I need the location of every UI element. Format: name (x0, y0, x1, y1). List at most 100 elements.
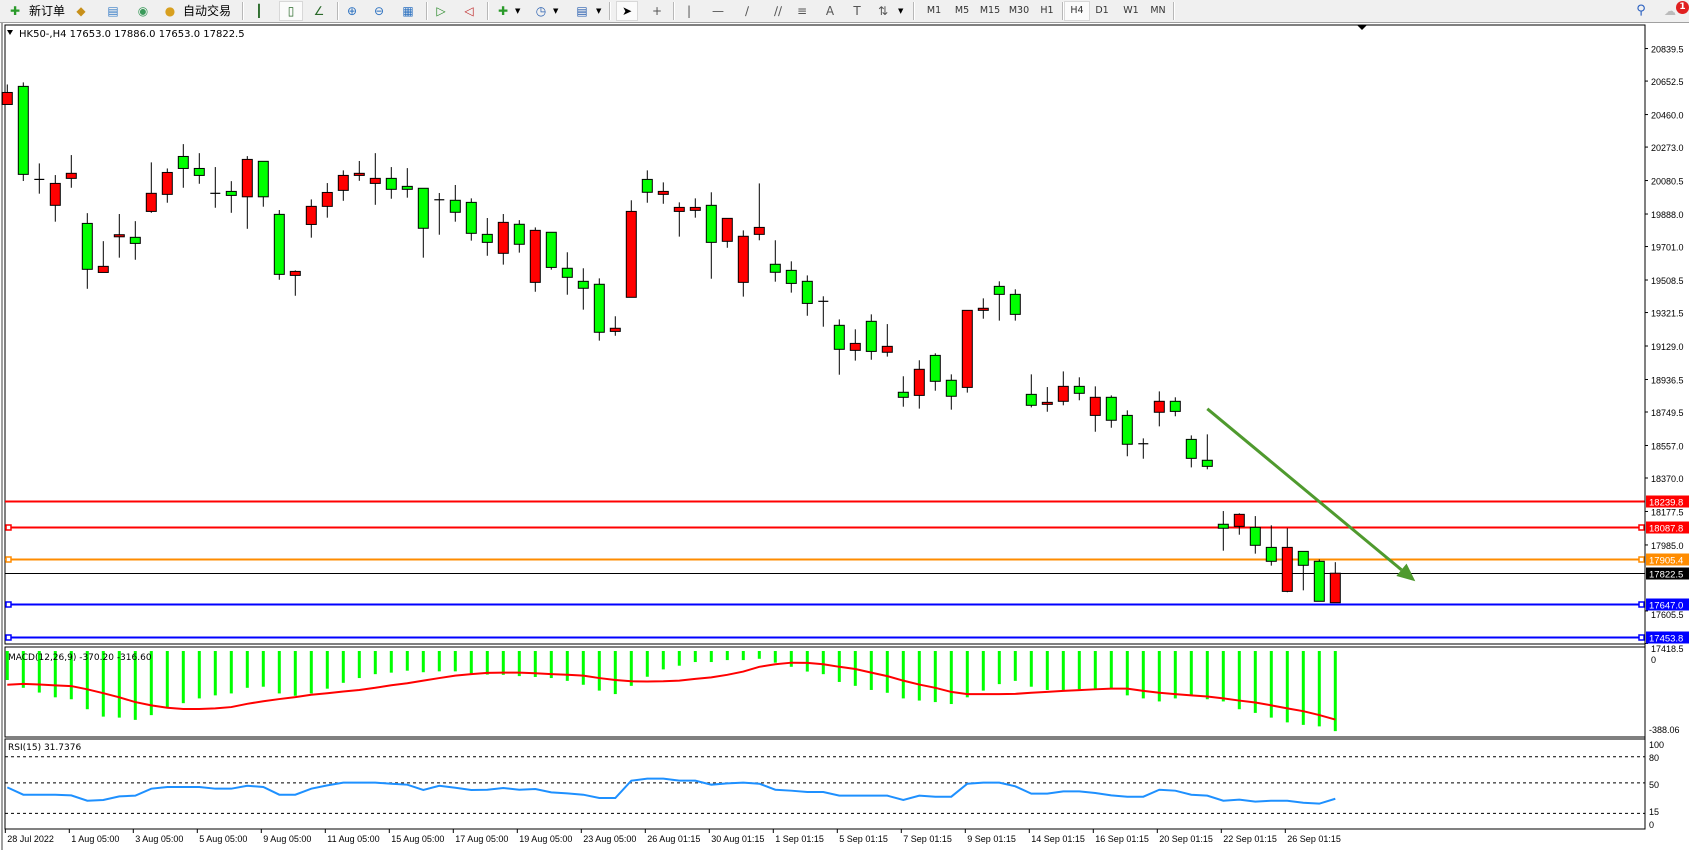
period-m30[interactable]: M30 (1008, 5, 1030, 16)
period-w1[interactable]: W1 (1123, 5, 1139, 16)
chat-icon[interactable]: ☁ (1664, 4, 1676, 18)
cursor-icon[interactable]: ➤ (616, 1, 638, 21)
candle-body (977, 307, 989, 311)
period-m15[interactable]: M15 (979, 5, 1001, 16)
period-h1[interactable]: H1 (1040, 5, 1054, 16)
notification-badge[interactable]: 1 (1676, 1, 1689, 14)
arrows-icon[interactable]: ⇅ (877, 4, 889, 18)
equidistant-channel-icon[interactable]: ∕∕ (773, 4, 783, 18)
time-label: 17 Aug 05:00 (455, 834, 508, 844)
price-label: 19129.0 (1651, 342, 1684, 352)
arrows-dropdown-icon[interactable]: ▼ (898, 7, 904, 15)
candle-body (449, 199, 461, 213)
zoom-out-icon[interactable]: ⊖ (373, 4, 385, 18)
chart-shift-icon[interactable]: ◁ (464, 4, 474, 18)
candle-body (577, 280, 589, 289)
line-handle[interactable] (5, 601, 12, 608)
time-label: 19 Aug 05:00 (519, 834, 572, 844)
period-d1[interactable]: D1 (1095, 5, 1109, 16)
new-chart-dropdown-icon[interactable]: ▼ (515, 7, 521, 15)
period-m1[interactable]: M1 (926, 5, 942, 16)
candle-body (1073, 385, 1085, 394)
price-tag-bg (1646, 567, 1689, 580)
candlestick-icon[interactable]: ▯ (279, 1, 303, 21)
candle-body (593, 283, 605, 333)
zoom-in-icon[interactable]: ⊕ (346, 4, 358, 18)
vertical-line-icon[interactable]: | (686, 4, 692, 18)
line-handle[interactable] (5, 524, 12, 531)
candle-body (1089, 396, 1101, 416)
bar-chart-icon[interactable]: ┃ (255, 4, 263, 18)
candle-body (1329, 572, 1341, 604)
candle-body (241, 158, 253, 198)
period-mn[interactable]: MN (1150, 5, 1166, 16)
auto-trading-button[interactable]: 自动交易 (182, 4, 231, 18)
line-chart-icon[interactable]: ∠ (313, 4, 325, 18)
candle-body (1121, 414, 1133, 445)
candle-body (1105, 396, 1117, 421)
candle-body (353, 172, 365, 176)
candle-body (1233, 513, 1245, 527)
candle-body (897, 391, 909, 398)
price-tag: 17822.5 (1649, 570, 1683, 581)
time-label: 7 Sep 01:15 (903, 834, 952, 844)
new-chart-icon[interactable]: ✚ (497, 4, 509, 18)
candle-body (721, 217, 733, 242)
horizontal-line-icon[interactable]: — (712, 4, 724, 18)
header-collapse-icon[interactable] (7, 30, 13, 35)
search-icon[interactable]: ⚲ (1636, 3, 1646, 18)
auto-scroll-icon[interactable]: ▷ (436, 4, 446, 18)
text-icon[interactable]: A (825, 4, 835, 18)
templates-dropdown-icon[interactable]: ▼ (596, 7, 602, 15)
chart-shift-marker[interactable] (1357, 25, 1367, 30)
new-order-icon[interactable]: ✚ (9, 4, 21, 18)
time-label: 9 Aug 05:00 (263, 834, 311, 844)
auto-trading-icon[interactable]: ● (164, 4, 176, 18)
price-label: 18557.0 (1651, 441, 1684, 451)
rsi-axis-label: 100 (1649, 740, 1664, 750)
trend-arrow-line[interactable] (1206, 407, 1403, 571)
text-label-icon[interactable]: T (853, 4, 861, 18)
market-watch-icon[interactable]: ▤ (107, 4, 119, 18)
crosshair-icon[interactable]: + (651, 4, 663, 18)
price-tag-bg (1646, 553, 1689, 566)
period-m5[interactable]: M5 (954, 5, 970, 16)
time-label: 1 Aug 05:00 (71, 834, 119, 844)
line-handle[interactable] (1638, 556, 1645, 563)
templates-icon[interactable]: ▤ (576, 4, 588, 18)
price-label: 19321.5 (1651, 309, 1684, 319)
candle-body (81, 222, 93, 270)
time-label: 22 Sep 01:15 (1223, 834, 1277, 844)
candle-body (833, 324, 845, 350)
line-handle[interactable] (1638, 634, 1645, 641)
candle-body (545, 231, 557, 268)
tile-windows-icon[interactable]: ▦ (402, 4, 414, 18)
line-handle[interactable] (5, 556, 12, 563)
trend-arrow-head[interactable] (1396, 563, 1416, 582)
time-label: 20 Sep 01:15 (1159, 834, 1213, 844)
price-tag-bg (1646, 495, 1689, 508)
time-label: 11 Aug 05:00 (327, 834, 379, 844)
price-tag: 17905.4 (1649, 556, 1683, 567)
line-handle[interactable] (1638, 601, 1645, 608)
price-tag: 17453.8 (1649, 634, 1683, 645)
signals-icon[interactable]: ◉ (137, 4, 149, 18)
fibonacci-icon[interactable]: ≡ (796, 4, 808, 18)
line-handle[interactable] (1638, 524, 1645, 531)
candle-body (321, 191, 333, 207)
line-handle[interactable] (5, 634, 12, 641)
periods-icon[interactable]: ◷ (535, 4, 547, 18)
trendline-icon[interactable]: ∕ (744, 4, 750, 18)
candle-body (49, 182, 61, 206)
candle-body (369, 177, 381, 184)
candle-body (753, 226, 765, 235)
rsi-axis-label: 0 (1649, 820, 1654, 830)
candle-body (1, 91, 13, 105)
new-order-button[interactable]: 新订单 (28, 4, 65, 18)
price-label: 19701.0 (1651, 243, 1684, 253)
history-center-icon[interactable]: ◆ (76, 4, 86, 18)
period-h4[interactable]: H4 (1064, 1, 1090, 21)
macd-axis-label: -388.06 (1649, 725, 1680, 735)
periods-dropdown-icon[interactable]: ▼ (553, 7, 559, 15)
